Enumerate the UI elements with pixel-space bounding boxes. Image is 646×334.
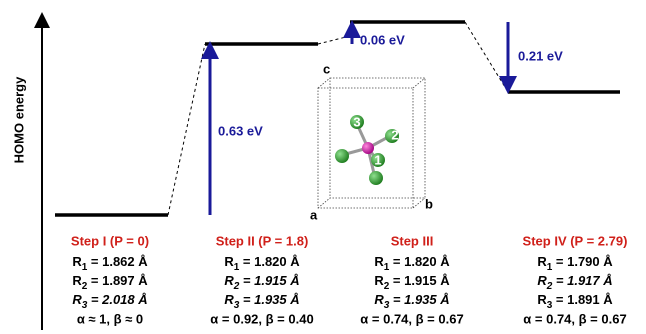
atom-label: 2 — [391, 127, 398, 142]
bond-line: R1 = 1.820 Å — [374, 254, 450, 272]
gap-label: 0.63 eV — [218, 123, 263, 138]
diagram: HOMO energy 0.63 eV 0.06 eV 0.21 eV c a … — [0, 0, 646, 334]
value: = 1.915 Å — [389, 273, 450, 288]
value: = 1.935 Å — [239, 292, 299, 307]
gap-label: 0.21 eV — [518, 48, 563, 63]
bond-line: R2 = 1.915 Å — [374, 273, 450, 291]
value: = 1.820 Å — [389, 254, 450, 269]
gap-label: 0.06 eV — [360, 32, 405, 47]
value: = 1.862 Å — [87, 254, 148, 269]
bond-line: R2 = 1.915 Å — [224, 273, 299, 291]
bond-line: R3 = 1.935 Å — [374, 292, 449, 310]
axis-label: HOMO energy — [11, 76, 26, 163]
connector — [318, 36, 350, 44]
bond-line: R2 = 1.897 Å — [72, 273, 148, 291]
bond-line: R2 = 1.917 Å — [537, 273, 612, 291]
connector — [168, 44, 205, 215]
step-title: Step II (P = 1.8) — [216, 233, 309, 248]
crystal-structure: c a b 3 2 1 — [310, 61, 433, 222]
step-title: Step III — [391, 233, 434, 248]
value: = 1.897 Å — [87, 273, 148, 288]
axis-letter: c — [323, 61, 330, 76]
value: = 1.820 Å — [239, 254, 300, 269]
value: = 1.917 Å — [552, 273, 612, 288]
atom-label: 3 — [353, 114, 360, 129]
bond-line: R1 = 1.820 Å — [224, 254, 300, 272]
value: = 1.915 Å — [239, 273, 299, 288]
bond-line: R3 = 1.935 Å — [224, 292, 299, 310]
param-line: α = 0.74, β = 0.67 — [523, 311, 626, 326]
value: = 1.891 Å — [552, 292, 613, 307]
bond-line: R1 = 1.862 Å — [72, 254, 148, 272]
param-line: α = 0.74, β = 0.67 — [360, 311, 463, 326]
bond-line: R3 = 1.891 Å — [537, 292, 613, 310]
param-line: α = 0.92, β = 0.40 — [210, 311, 313, 326]
step-info: Step I (P = 0)R1 = 1.862 ÅR2 = 1.897 ÅR3… — [71, 233, 628, 326]
value: = 1.935 Å — [389, 292, 449, 307]
param-line: α ≈ 1, β ≈ 0 — [77, 311, 143, 326]
connector — [465, 22, 508, 92]
value: = 1.790 Å — [552, 254, 613, 269]
step-title: Step IV (P = 2.79) — [523, 233, 628, 248]
axis-letter: b — [425, 196, 433, 211]
bond-line: R3 = 2.018 Å — [72, 292, 147, 310]
bond-line: R1 = 1.790 Å — [537, 254, 613, 272]
step-title: Step I (P = 0) — [71, 233, 149, 248]
value: = 2.018 Å — [87, 292, 147, 307]
atom-label: 1 — [374, 152, 381, 167]
axis-letter: a — [310, 207, 318, 222]
